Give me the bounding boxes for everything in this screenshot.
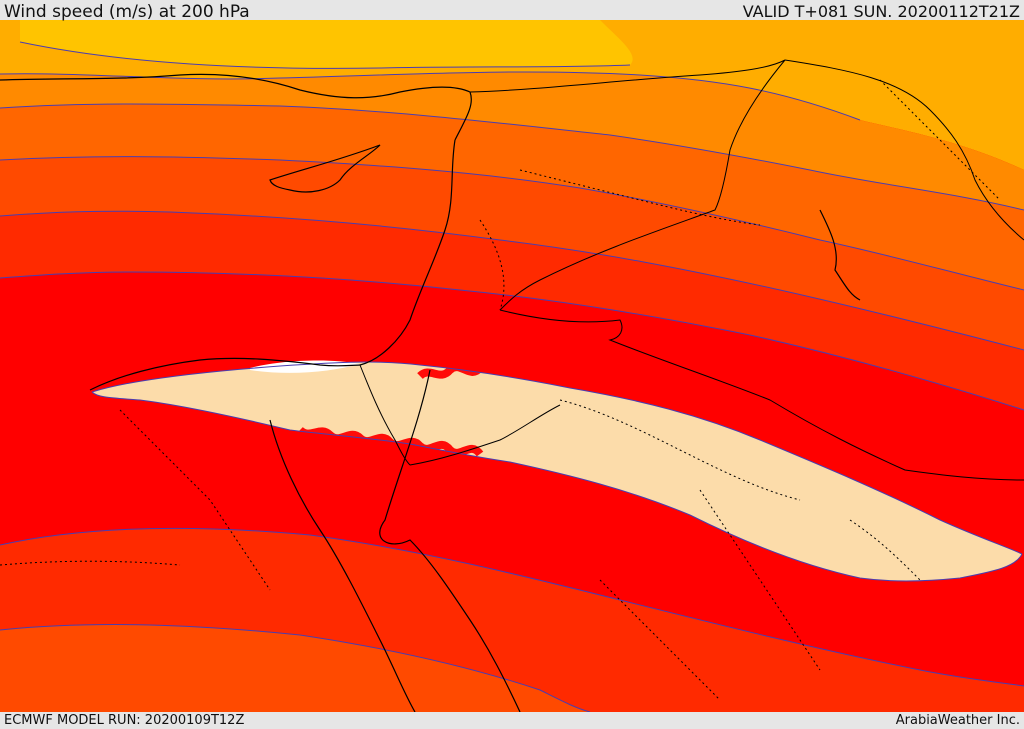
admin-border-5 [849, 519, 921, 581]
model-run-label: ECMWF MODEL RUN: 20200109T12Z [4, 713, 245, 728]
regional-borders [0, 79, 1001, 701]
iraq-iran-border [784, 59, 1024, 241]
band-orange-red [0, 211, 1024, 410]
isotach-line-1 [19, 41, 631, 69]
isotach-lines [0, 41, 1024, 712]
levant-coast [359, 139, 456, 366]
jet-core-wave-top [417, 361, 543, 380]
admin-border-3 [559, 399, 801, 501]
valid-time-label: VALID T+081 SUN. 20200112T21Z [742, 2, 1020, 21]
isotach-line-3 [0, 103, 1024, 211]
band-orange [0, 71, 1024, 210]
wind-speed-map[interactable] [0, 20, 1024, 712]
egypt-libya-border [359, 364, 411, 466]
band-lower-red-orange [0, 624, 590, 712]
band-deep-orange [0, 104, 1024, 290]
band-red-orange [0, 156, 1024, 350]
admin-border-2 [479, 219, 505, 311]
credit-label: ArabiaWeather Inc. [895, 713, 1020, 728]
gulf-coast [819, 209, 861, 301]
sinai-border [409, 404, 561, 466]
admin-border-9 [0, 560, 181, 566]
admin-border-8 [879, 79, 1001, 201]
syria-iraq-border [469, 59, 786, 311]
footer-bar: ECMWF MODEL RUN: 20200109T12Z ArabiaWeat… [0, 712, 1024, 729]
country-borders [359, 59, 1024, 481]
map-canvas [0, 20, 1024, 712]
egypt-coast [89, 357, 361, 391]
isotach-line-5 [0, 210, 1024, 351]
red-sea-west [269, 419, 416, 712]
jordan-saudi-border [499, 309, 1024, 481]
isotach-line-jet-lower [91, 391, 1023, 582]
admin-border-6 [119, 409, 271, 591]
jet-peak-patch [250, 360, 360, 373]
isotach-line-8 [0, 624, 591, 712]
isotach-line-jet [91, 361, 1023, 555]
admin-border-7 [599, 579, 721, 701]
band-light-yellow [20, 20, 633, 69]
isotach-line-6 [0, 271, 1024, 411]
map-title: Wind speed (m/s) at 200 hPa [4, 2, 250, 22]
cyprus-outline [269, 144, 381, 193]
isotach-line-7 [0, 527, 1024, 687]
jet-core [92, 362, 1022, 581]
isotach-line-4 [0, 156, 1024, 291]
header-bar: Wind speed (m/s) at 200 hPa VALID T+081 … [0, 0, 1024, 22]
turkey-coast [0, 73, 472, 141]
